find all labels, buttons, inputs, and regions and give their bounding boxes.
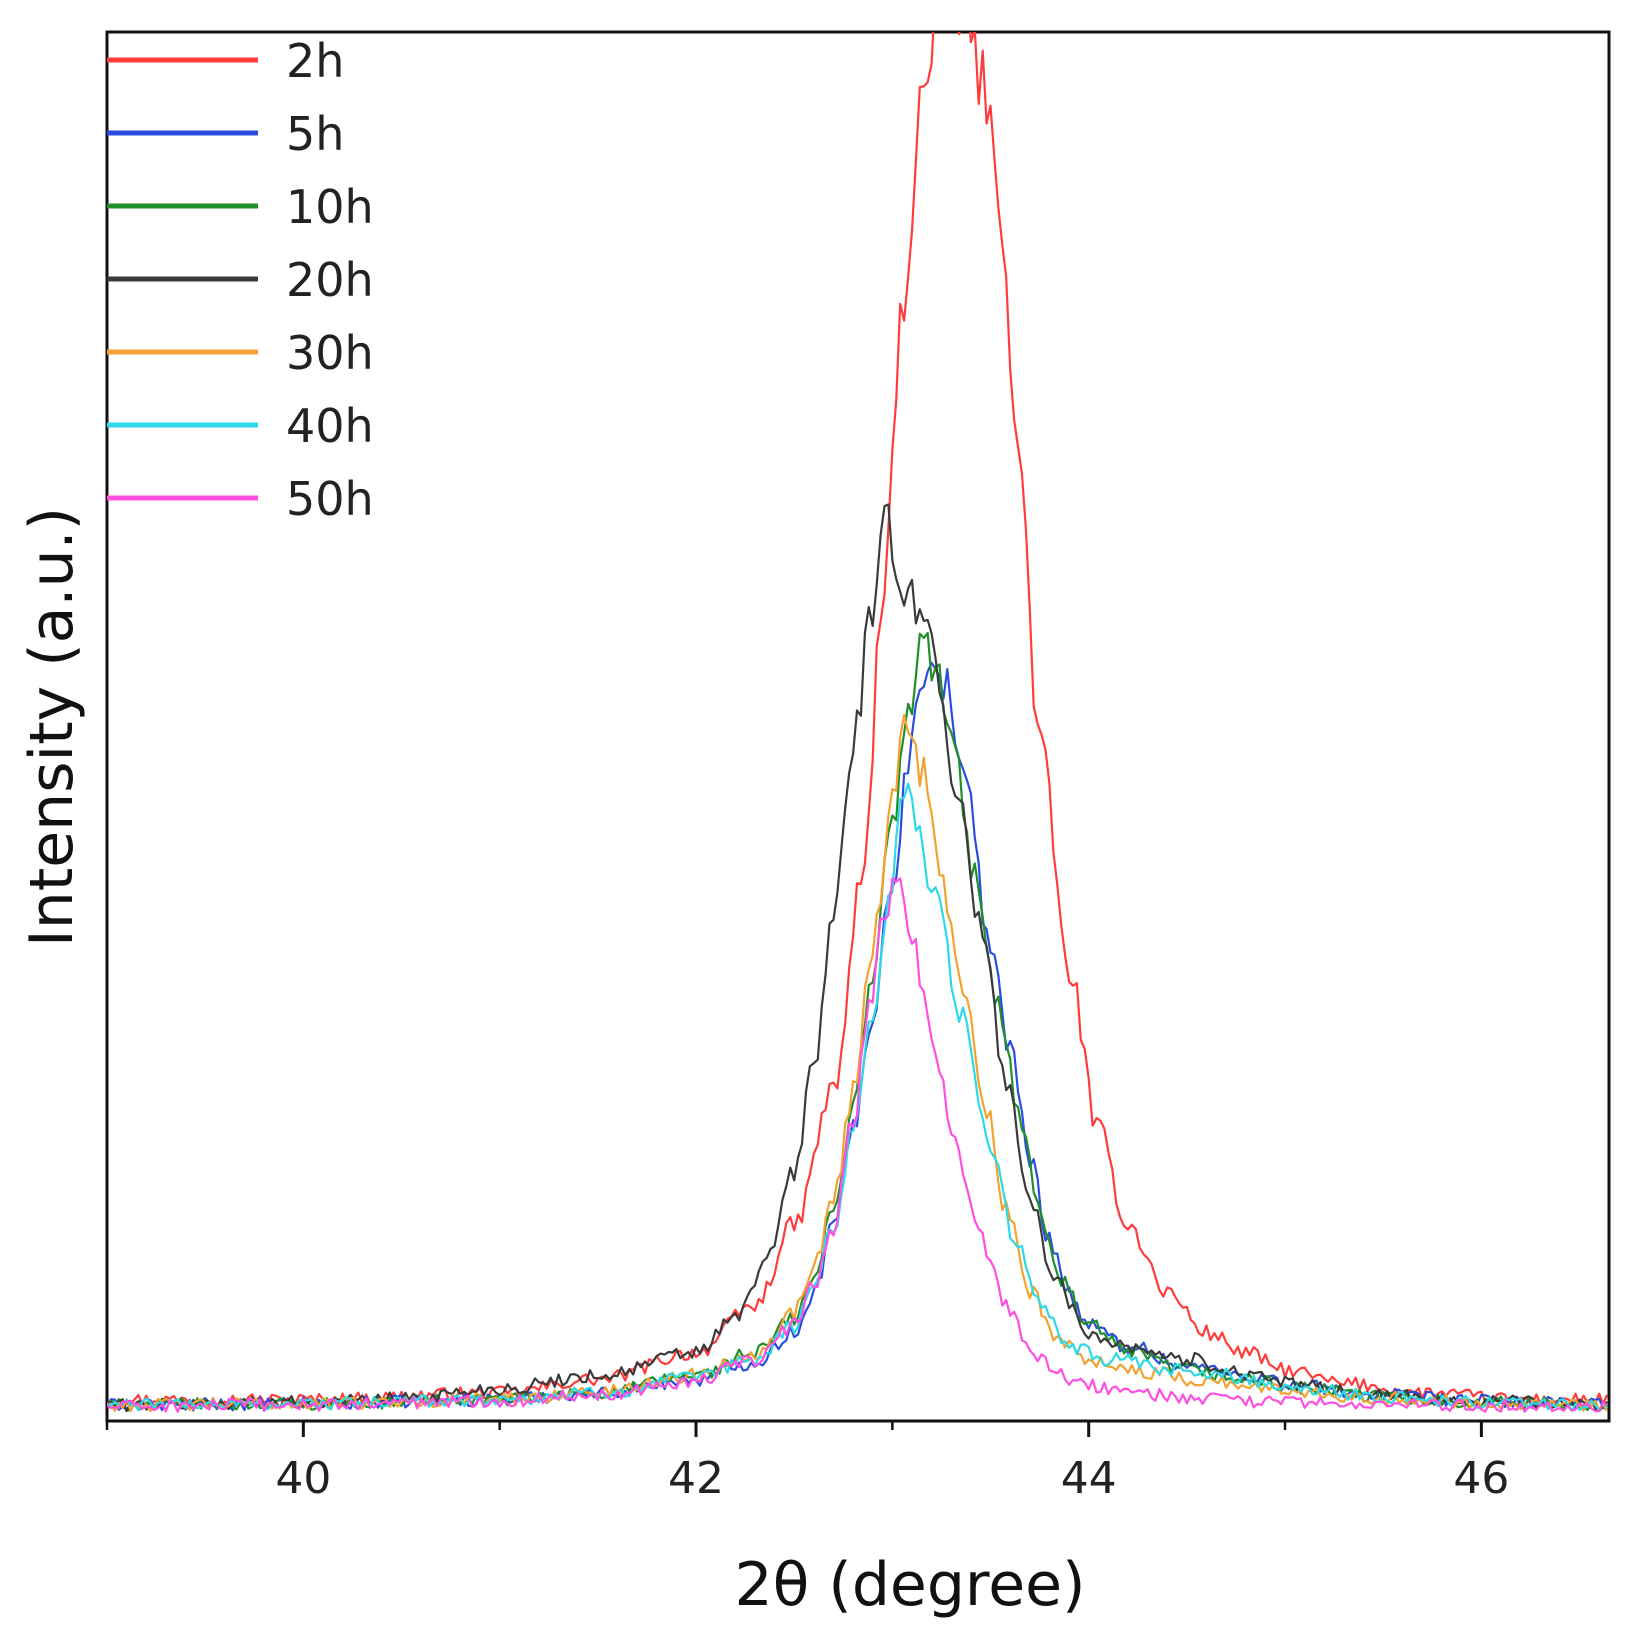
x-axis-title: 2θ (degree) [734, 1550, 1085, 1620]
x-tick-label-42: 42 [668, 1453, 724, 1504]
x-tick-label-44: 44 [1061, 1453, 1117, 1504]
legend-label-20h: 20h [286, 253, 374, 307]
legend-label-10h: 10h [286, 180, 374, 234]
legend-label-30h: 30h [286, 326, 374, 380]
y-axis-title: Intensity (a.u.) [17, 507, 87, 947]
legend-label-40h: 40h [286, 399, 374, 453]
series-line-2h [107, 32, 1609, 1407]
legend-label-2h: 2h [286, 34, 344, 88]
legend: 2h 5h 10h 20h 30h 40h 50h [107, 34, 374, 526]
series-layer [107, 32, 1609, 1413]
x-tick-label-40: 40 [275, 1453, 331, 1504]
legend-label-5h: 5h [286, 107, 344, 161]
x-axis: 40 42 44 46 [105, 1421, 1509, 1504]
legend-label-50h: 50h [286, 472, 374, 526]
x-tick-label-46: 46 [1453, 1453, 1509, 1504]
series-line-50h [107, 877, 1608, 1413]
plot-frame [105, 30, 1611, 1423]
